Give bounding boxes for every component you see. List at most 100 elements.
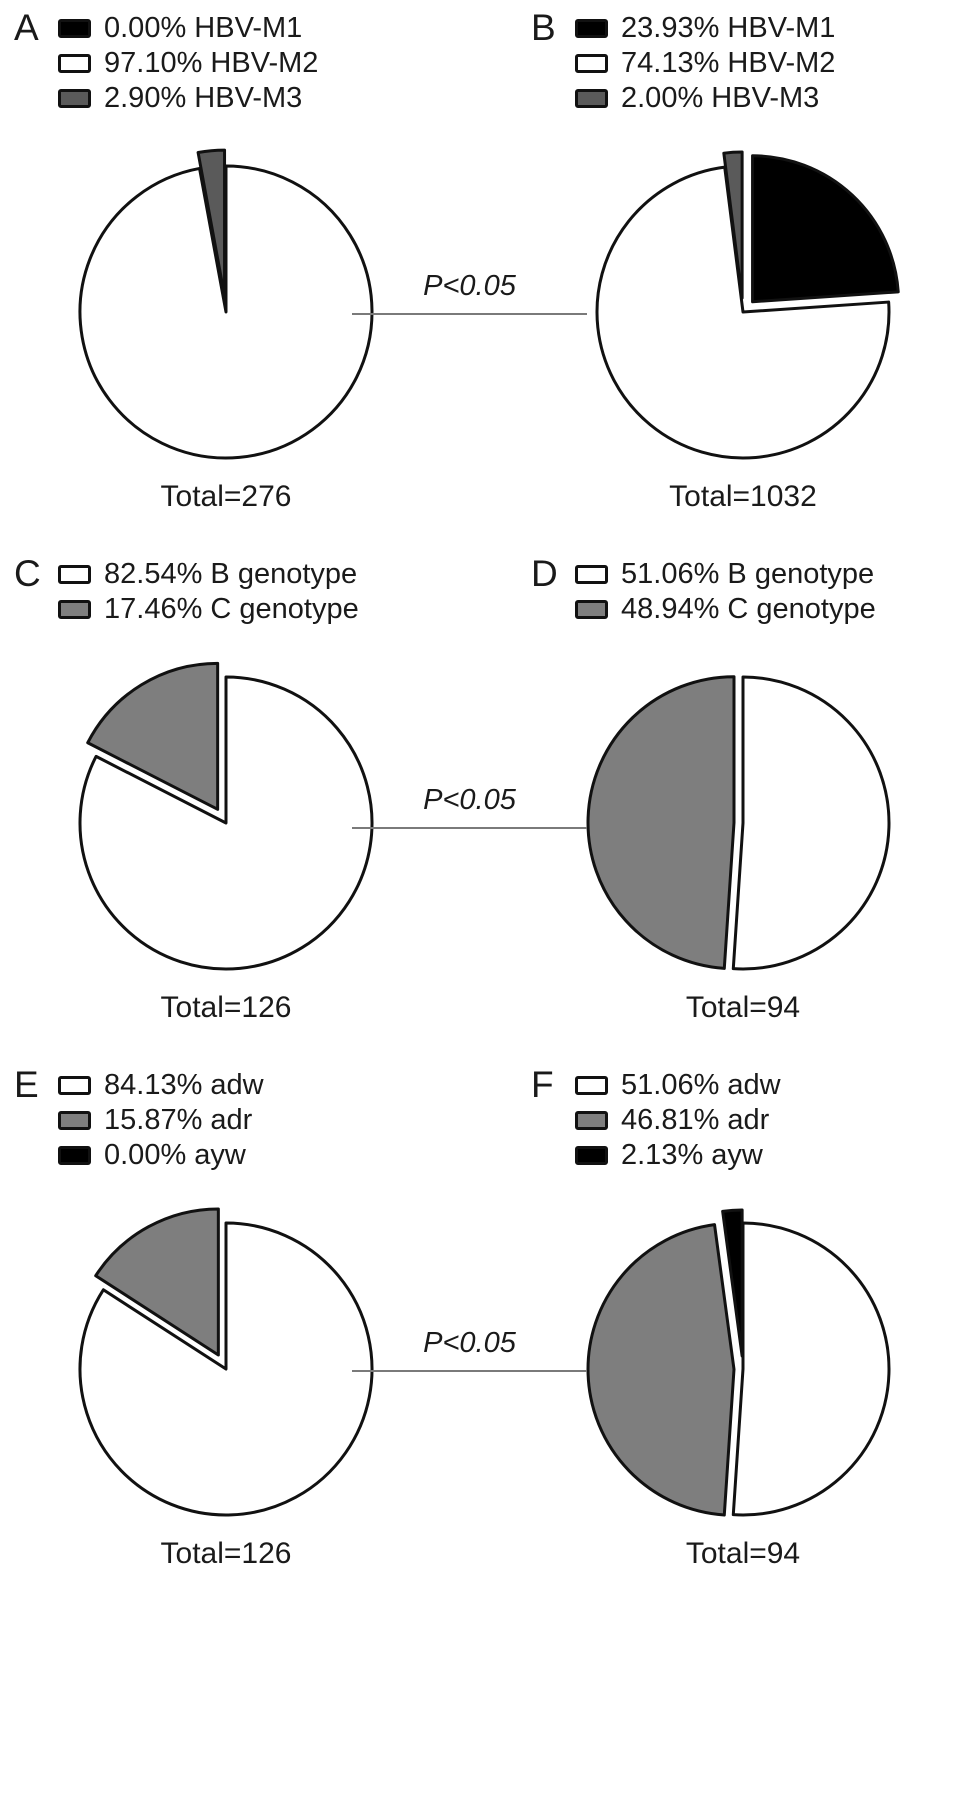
figure-row-2: C 82.54% B genotype 17.46% C genotype Tot… [0, 553, 969, 1025]
pie-wrap-d [523, 635, 963, 995]
legend-item: 0.00% HBV-M1 [58, 12, 318, 44]
legend-b: 23.93% HBV-M1 74.13% HBV-M2 2.00% HBV-M3 [575, 10, 835, 114]
legend-c: 82.54% B genotype 17.46% C genotype [58, 556, 359, 625]
legend-item: 97.10% HBV-M2 [58, 47, 318, 79]
pie-wrap-f [523, 1181, 963, 1541]
pie-slice-adw [78, 1221, 374, 1517]
legend-swatch [575, 564, 608, 584]
legend-swatch [58, 1075, 91, 1095]
panel-letter-a: A [14, 7, 39, 48]
legend-swatch [58, 18, 91, 38]
panel-b: B 23.93% HBV-M1 74.13% HBV-M2 2.00% HBV-M3… [523, 7, 963, 514]
total-label-f: Total=94 [685, 1537, 801, 1570]
pie-slice-adw [731, 1221, 891, 1517]
panel-letter-c: C [14, 553, 41, 594]
connector-line-2 [352, 827, 587, 829]
legend-swatch [58, 599, 91, 619]
legend-item: 82.54% B genotype [58, 558, 359, 590]
legend-item: 2.13% ayw [575, 1139, 781, 1171]
pie-slice-ayw [721, 1208, 744, 1358]
legend-label: 82.54% B genotype [104, 558, 358, 590]
panel-f-header: F 51.06% adw 46.81% adr 2.13% ayw [523, 1066, 963, 1171]
pie-slice-hbv-m3 [722, 150, 744, 300]
legend-swatch [575, 1075, 608, 1095]
legend-label: 2.90% HBV-M3 [104, 82, 303, 114]
legend-item: 48.94% C genotype [575, 593, 876, 625]
pie-slice-adr [586, 1223, 736, 1517]
legend-label: 84.13% adw [104, 1069, 264, 1101]
legend-swatch [58, 564, 91, 584]
pie-chart-f [586, 1208, 891, 1517]
legend-swatch [58, 1110, 91, 1130]
legend-label: 48.94% C genotype [621, 593, 876, 625]
pie-chart-e [78, 1207, 374, 1517]
legend-item: 84.13% adw [58, 1069, 264, 1101]
panel-a: A 0.00% HBV-M1 97.10% HBV-M2 2.90% HBV-M3 … [6, 7, 446, 514]
pie-wrap-e [6, 1181, 446, 1541]
figure-row-1: A 0.00% HBV-M1 97.10% HBV-M2 2.90% HBV-M3 … [0, 7, 969, 514]
panel-b-header: B 23.93% HBV-M1 74.13% HBV-M2 2.00% HBV-M3 [523, 7, 963, 114]
pie-slice-hbv-m2 [78, 164, 374, 460]
pie-wrap-a [6, 124, 446, 484]
legend-d: 51.06% B genotype 48.94% C genotype [575, 556, 876, 625]
total-label-d: Total=94 [685, 991, 801, 1024]
legend-label: 0.00% HBV-M1 [104, 12, 303, 44]
pie-slice-c-genotype [586, 675, 736, 970]
legend-item: 17.46% C genotype [58, 593, 359, 625]
legend-label: 74.13% HBV-M2 [621, 47, 836, 79]
figure-row-3: E 84.13% adw 15.87% adr 0.00% ayw Total=12… [0, 1064, 969, 1571]
pie-wrap-b [523, 124, 963, 484]
legend-label: 2.00% HBV-M3 [621, 82, 820, 114]
legend-swatch [58, 88, 91, 108]
connector-line-1 [352, 313, 587, 315]
legend-item: 2.00% HBV-M3 [575, 82, 835, 114]
panel-d-header: D 51.06% B genotype 48.94% C genotype [523, 553, 963, 625]
p-value-label-1: P<0.05 [423, 270, 516, 302]
legend-item: 15.87% adr [58, 1104, 264, 1136]
legend-swatch [575, 53, 608, 73]
pie-slice-b-genotype [731, 675, 891, 971]
panel-d: D 51.06% B genotype 48.94% C genotype Tot… [523, 553, 963, 1025]
panel-c-header: C 82.54% B genotype 17.46% C genotype [6, 553, 446, 625]
panel-letter-b: B [531, 7, 556, 48]
connector-line-3 [352, 1370, 587, 1372]
pie-chart-a [78, 148, 374, 460]
legend-item: 51.06% B genotype [575, 558, 876, 590]
legend-label: 97.10% HBV-M2 [104, 47, 319, 79]
legend-label: 23.93% HBV-M1 [621, 12, 836, 44]
panel-letter-d: D [531, 553, 558, 594]
p-value-label-2: P<0.05 [423, 784, 516, 816]
pie-slice-c-genotype [86, 661, 220, 811]
pie-slice-b-genotype [78, 675, 374, 971]
legend-e: 84.13% adw 15.87% adr 0.00% ayw [58, 1067, 264, 1171]
connector-3: P<0.05 [352, 1327, 587, 1372]
pie-slice-hbv-m2 [595, 165, 891, 460]
legend-label: 17.46% C genotype [104, 593, 359, 625]
total-label-a: Total=276 [160, 480, 292, 513]
legend-item: 46.81% adr [575, 1104, 781, 1136]
legend-swatch [58, 53, 91, 73]
legend-label: 2.13% ayw [621, 1139, 763, 1171]
panel-a-header: A 0.00% HBV-M1 97.10% HBV-M2 2.90% HBV-M3 [6, 7, 446, 114]
legend-swatch [575, 1145, 608, 1165]
legend-swatch [575, 18, 608, 38]
legend-a: 0.00% HBV-M1 97.10% HBV-M2 2.90% HBV-M3 [58, 10, 318, 114]
pie-chart-c [78, 661, 374, 971]
legend-item: 0.00% ayw [58, 1139, 264, 1171]
legend-swatch [575, 599, 608, 619]
pie-chart-d [586, 675, 891, 971]
connector-2: P<0.05 [352, 784, 587, 829]
pie-chart-b [595, 150, 900, 460]
legend-label: 15.87% adr [104, 1104, 253, 1136]
legend-label: 0.00% ayw [104, 1139, 246, 1171]
panel-letter-e: E [14, 1064, 39, 1105]
legend-label: 46.81% adr [621, 1104, 770, 1136]
panel-c: C 82.54% B genotype 17.46% C genotype Tot… [6, 553, 446, 1025]
panel-f: F 51.06% adw 46.81% adr 2.13% ayw Total=94 [523, 1066, 963, 1571]
panel-e-header: E 84.13% adw 15.87% adr 0.00% ayw [6, 1064, 446, 1171]
legend-f: 51.06% adw 46.81% adr 2.13% ayw [575, 1067, 781, 1171]
legend-label: 51.06% adw [621, 1069, 781, 1101]
p-value-label-3: P<0.05 [423, 1327, 516, 1359]
connector-1: P<0.05 [352, 270, 587, 315]
